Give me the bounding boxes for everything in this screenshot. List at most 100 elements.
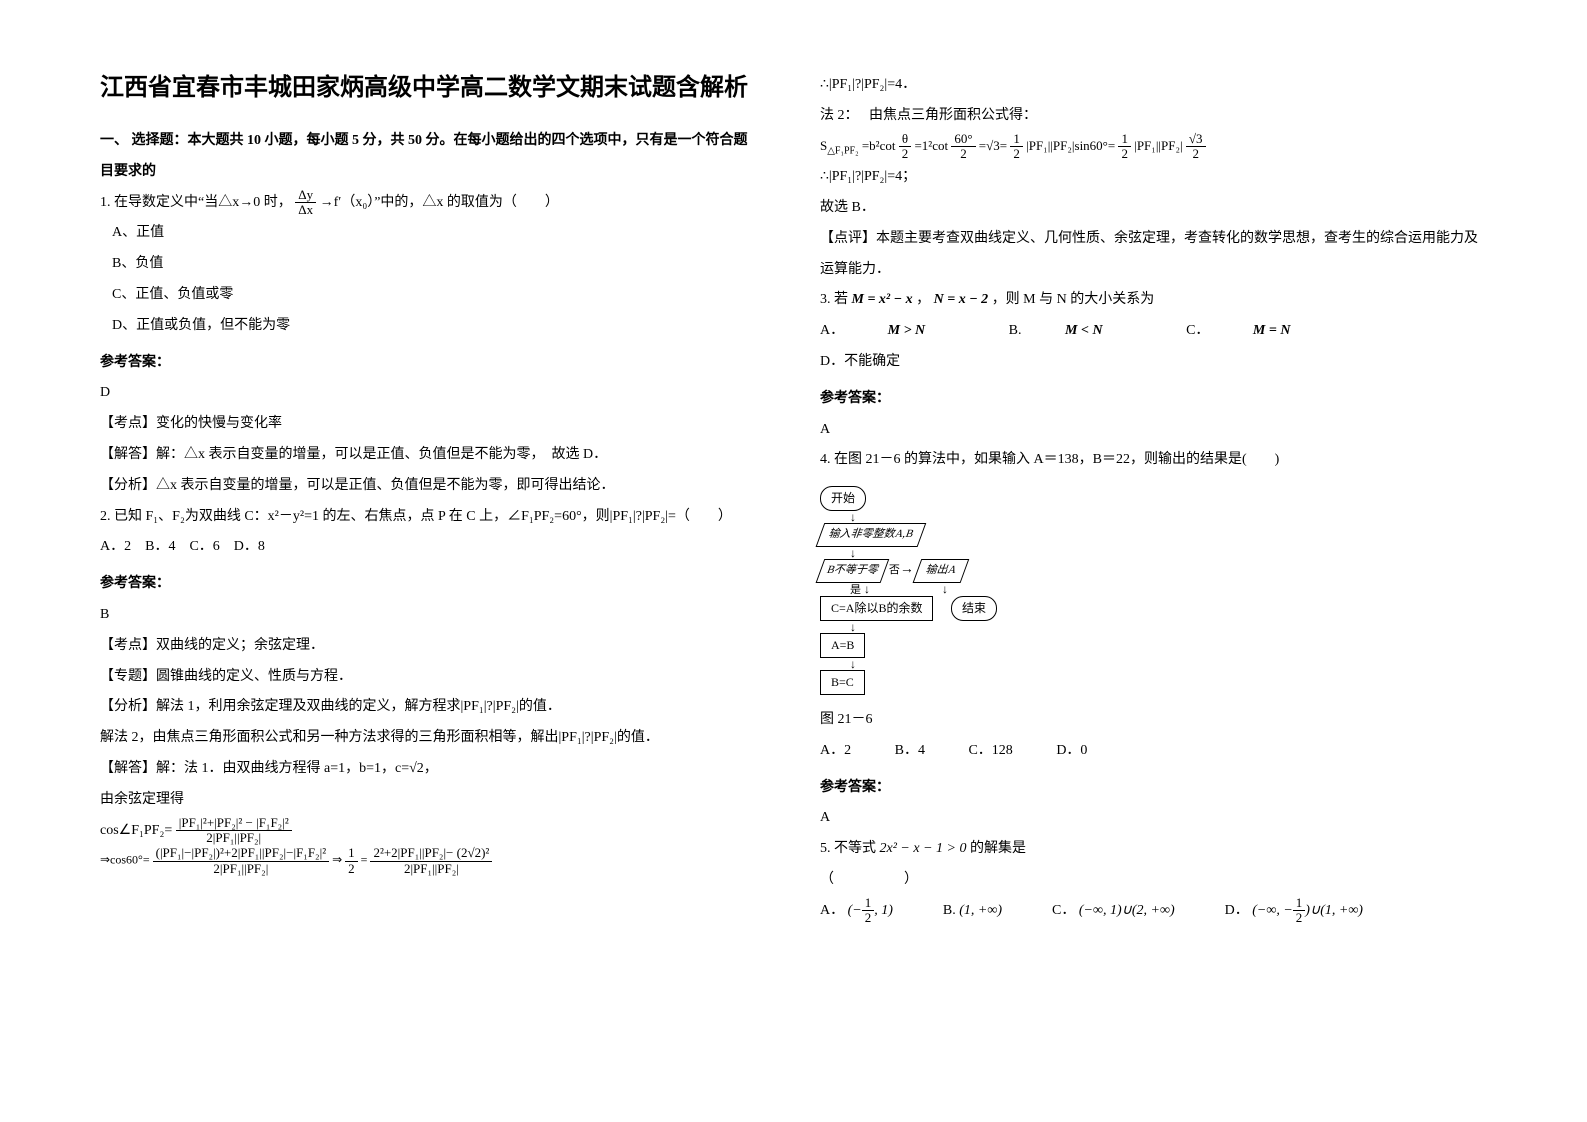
q3-choice-c: C． M = N (1186, 316, 1330, 347)
doc-title: 江西省宜春市丰城田家炳高级中学高二数学文期末试题含解析 (100, 70, 760, 106)
q1-fx: 【分析】△x 表示自变量的增量，可以是正值、负值但是不能为零，即可得出结论． (100, 471, 760, 502)
flow-cond: B不等于零 (816, 559, 890, 583)
c2-S-f5d: 2 (1186, 147, 1206, 161)
q3-a: M > N (888, 316, 926, 347)
q5-choice-c: C． (−∞, 1)∪(2, +∞) (1052, 896, 1175, 927)
c2-S-frac5: √32 (1186, 132, 1206, 162)
q2-eq: ⇒cos60°= (|PF₁|−|PF₂|)²+2|PF₁||PF₂|−|F₁F… (100, 846, 760, 876)
flow-out: 输出A (913, 559, 970, 583)
arrow-icon: 是 ↓ ↓ (820, 583, 1480, 596)
c2-S-frac4: 12 (1118, 132, 1131, 162)
q2-eq-num2: 2²+2|PF₁||PF₂|− (2√2)² (370, 846, 492, 861)
q3-stem-b: ，则 M 与 N 的大小关系为 (992, 292, 1155, 307)
q1-stem: 1. 在导数定义中“当△x→0 时， Δy Δx →f′（x₀）”中的，△x 的… (100, 188, 760, 219)
c2-line2: 法 2： 由焦点三角形面积公式得： (820, 101, 1480, 132)
q2-cos-lhs: cos∠F₁PF₂= (100, 823, 172, 838)
q4-flowchart: 开始 ↓ 输入非零整数A,B ↓ B不等于零 否→ 输出A 是 ↓ ↓ C=A除… (820, 486, 1480, 695)
q3-stem-a: 3. 若 (820, 292, 848, 307)
q3-c-pre: C． (1186, 316, 1209, 347)
q5-c-pre: C． (1052, 903, 1075, 918)
q3-b-pre: B. (1009, 316, 1022, 347)
flow-input: 输入非零整数A,B (816, 523, 927, 547)
c2-S-f2d: 2 (951, 147, 975, 161)
q4-ans-label: 参考答案： (820, 773, 1480, 804)
q2-eq-mid: ⇒ (332, 853, 342, 867)
q5-ineq: 2x² − x − 1 > 0 (880, 841, 967, 856)
q5-b-pre: B. (943, 903, 956, 918)
q4-b: B．4 (895, 736, 925, 767)
q1-stem-a: 1. 在导数定义中“当△x→0 时， (100, 195, 292, 210)
q1-kd: 【考点】变化的快慢与变化率 (100, 409, 760, 440)
q2-kd: 【考点】双曲线的定义；余弦定理． (100, 631, 760, 662)
flow-yes: 是 (850, 584, 861, 596)
q1-opt-c: C、正值、负值或零 (100, 280, 760, 311)
q5-a-n: 1 (862, 896, 875, 911)
c2-S-f3n: 1 (1010, 132, 1023, 147)
q1-opt-b: B、负值 (100, 249, 760, 280)
q5-d-frac: 12 (1293, 896, 1306, 926)
q5-d-d: 2 (1293, 911, 1306, 925)
q3-a-pre: A． (820, 316, 844, 347)
q3-ans-label: 参考答案： (820, 384, 1480, 415)
q2-cos-frac: |PF₁|²+|PF₂|² − |F₁F₂|² 2|PF₁||PF₂| (176, 816, 292, 846)
q3-N: N = x − 2 (934, 292, 989, 307)
q1-opt-a: A、正值 (100, 218, 760, 249)
arrow-icon: ↓ (820, 511, 1480, 523)
c2-line1: ∴|PF₁|?|PF₂|=4． (820, 70, 1480, 101)
q5-choice-b: B. (1, +∞) (943, 896, 1002, 927)
q2-eq-eq: = (361, 853, 368, 867)
q2-ans-label: 参考答案： (100, 569, 760, 600)
c2-S-f1n: θ (899, 132, 912, 147)
q3-choice-a: A． M > N (820, 316, 965, 347)
q2-eq-half-n: 1 (345, 846, 358, 861)
c2-S-eq1: =b²cot (862, 138, 896, 153)
q1-frac-num: Δy (295, 188, 316, 203)
q1-frac-den: Δx (295, 203, 316, 217)
c2-S-f1d: 2 (899, 147, 912, 161)
q5-d-pre: D． (1225, 903, 1249, 918)
q4-d: D．0 (1056, 736, 1087, 767)
q2-fx: 【分析】解法 1，利用余弦定理及双曲线的定义，解方程求|PF₁|?|PF₂|的值… (100, 692, 760, 723)
c2-S-frac3: 12 (1010, 132, 1023, 162)
q2-eq-lhs: ⇒cos60°= (100, 853, 150, 867)
c2-S-f4n: 1 (1118, 132, 1131, 147)
q1-jd: 【解答】解：△x 表示自变量的增量，可以是正值、负值但是不能为零， 故选 D． (100, 440, 760, 471)
q1-ans: D (100, 378, 760, 409)
q1-opt-d: D、正值或负值，但不能为零 (100, 311, 760, 342)
q5-stem-b: 的解集是 (970, 841, 1026, 856)
q1-frac: Δy Δx (295, 188, 316, 218)
flow-no: 否 (889, 564, 900, 576)
q2-eq-den2: 2|PF₁||PF₂| (370, 862, 492, 876)
q4-c: C．128 (968, 736, 1012, 767)
q2-ans: B (100, 600, 760, 631)
arrow-icon: ↓ (820, 658, 1480, 670)
c2-line4: 故选 B． (820, 193, 1480, 224)
c2-S-f4d: 2 (1118, 147, 1131, 161)
q2-eq-den1: 2|PF₁||PF₂| (153, 862, 329, 876)
q5-a-frac: 12 (862, 896, 875, 926)
c2-S-f2n: 60° (951, 132, 975, 147)
q4-caption: 图 21－6 (820, 705, 1480, 736)
q2-stem: 2. 已知 F₁、F₂为双曲线 C：x²－y²=1 的左、右焦点，点 P 在 C… (100, 502, 760, 533)
q4-a: A．2 (820, 736, 851, 767)
c2-S-f3d: 2 (1010, 147, 1023, 161)
q1-stem-b: →f′（x₀）”中的，△x 的取值为（ ） (320, 195, 559, 210)
c2-S-frac1: θ2 (899, 132, 912, 162)
q5-a-pre: A． (820, 903, 844, 918)
q2-eq-num1: (|PF₁|−|PF₂|)²+2|PF₁||PF₂|−|F₁F₂|² (153, 846, 329, 861)
q5-a-r: , 1) (874, 903, 893, 918)
q2-cos-den: 2|PF₁||PF₂| (176, 831, 292, 845)
q5-c: (−∞, 1)∪(2, +∞) (1079, 903, 1175, 918)
q2-cos-num: |PF₁|²+|PF₂|² − |F₁F₂|² (176, 816, 292, 831)
q5-choice-d: D． (−∞, −12)∪(1, +∞) (1225, 896, 1363, 927)
q4-choices: A．2 B．4 C．128 D．0 (820, 736, 1480, 767)
q5-choice-a: A． (−12, 1) (820, 896, 893, 927)
q5-stem-a: 5. 不等式 (820, 841, 876, 856)
flow-end: 结束 (951, 596, 997, 621)
q5-b: (1, +∞) (959, 903, 1002, 918)
arrow-icon: ↓ (820, 547, 1480, 559)
q3-stem: 3. 若 M = x² − x ， N = x − 2 ，则 M 与 N 的大小… (820, 285, 1480, 316)
q3-choices: A． M > N B. M < N C． M = N D．不能确定 (820, 316, 1480, 378)
c2-S-eq4: |PF₁||PF₂|sin60°= (1026, 138, 1115, 153)
q5-blank: （ ） (820, 865, 1480, 896)
